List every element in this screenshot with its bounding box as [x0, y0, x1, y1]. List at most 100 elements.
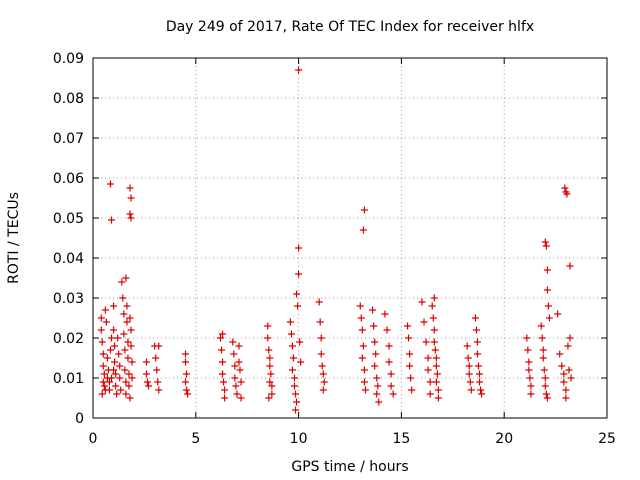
data-point-plus: [370, 322, 378, 330]
data-point-plus: [358, 354, 366, 362]
data-point-plus: [290, 382, 298, 390]
data-point-plus: [554, 310, 562, 318]
data-point-plus: [424, 354, 432, 362]
data-point-plus: [478, 390, 486, 398]
data-point-plus: [105, 378, 113, 386]
data-point-plus: [231, 374, 239, 382]
data-point-plus: [385, 342, 393, 350]
data-point-plus: [116, 374, 124, 382]
data-point-plus: [387, 382, 395, 390]
data-point-plus: [473, 338, 481, 346]
data-point-plus: [561, 184, 569, 192]
data-point-plus: [288, 366, 296, 374]
data-point-plus: [101, 306, 109, 314]
data-point-plus: [432, 354, 440, 362]
data-point-plus: [120, 330, 128, 338]
data-point-plus: [123, 318, 131, 326]
data-point-plus: [361, 386, 369, 394]
data-point-plus: [358, 326, 366, 334]
data-point-plus: [418, 298, 426, 306]
data-point-plus: [406, 350, 414, 358]
data-point-plus: [539, 354, 547, 362]
data-point-plus: [566, 334, 574, 342]
data-point-plus: [360, 206, 368, 214]
data-point-plus: [466, 378, 474, 386]
data-point-plus: [387, 370, 395, 378]
data-point-plus: [315, 298, 323, 306]
data-point-plus: [420, 318, 428, 326]
data-point-plus: [127, 214, 135, 222]
x-tick-label: 15: [392, 431, 410, 447]
data-point-plus: [565, 366, 573, 374]
y-tick-label: 0: [75, 411, 84, 427]
data-point-plus: [373, 374, 381, 382]
x-tick-label: 25: [598, 431, 616, 447]
data-point-plus: [293, 290, 301, 298]
data-point-plus: [316, 318, 324, 326]
data-point-plus: [375, 398, 383, 406]
data-point-plus: [231, 362, 239, 370]
data-point-plus: [218, 346, 225, 354]
data-point-plus: [268, 390, 276, 398]
data-point-plus: [297, 358, 305, 366]
data-point-plus: [567, 374, 575, 382]
data-point-plus: [184, 390, 192, 398]
x-tick-label: 5: [191, 431, 200, 447]
data-point-plus: [183, 370, 191, 378]
data-points: [97, 66, 575, 414]
data-point-plus: [113, 390, 121, 398]
data-point-plus: [541, 374, 549, 382]
data-point-plus: [266, 362, 274, 370]
data-point-plus: [525, 358, 533, 366]
data-point-plus: [295, 244, 303, 252]
data-point-plus: [145, 382, 153, 390]
data-point-plus: [111, 342, 119, 350]
data-point-plus: [108, 334, 116, 342]
data-point-plus: [373, 390, 381, 398]
data-point-plus: [432, 362, 440, 370]
data-point-plus: [431, 346, 439, 354]
data-point-plus: [471, 314, 479, 322]
data-point-plus: [296, 338, 304, 346]
data-point-plus: [385, 358, 393, 366]
data-point-plus: [476, 370, 484, 378]
data-point-plus: [265, 394, 273, 402]
data-point-plus: [295, 270, 303, 278]
data-point-plus: [108, 374, 116, 382]
data-point-plus: [118, 278, 126, 286]
plot-frame: [92, 57, 608, 419]
data-point-plus: [105, 386, 113, 394]
data-point-plus: [286, 318, 294, 326]
x-tick-label: 20: [495, 431, 513, 447]
data-point-plus: [126, 210, 134, 218]
y-tick-label: 0.08: [53, 91, 84, 107]
y-tick-label: 0.05: [53, 211, 84, 227]
y-axis-label: ROTI / TECUs: [6, 192, 22, 284]
data-point-plus: [542, 390, 550, 398]
data-point-plus: [221, 394, 229, 402]
data-point-plus: [556, 350, 564, 358]
data-point-plus: [541, 238, 549, 246]
data-point-plus: [430, 338, 438, 346]
data-point-plus: [127, 342, 135, 350]
data-point-plus: [233, 390, 241, 398]
data-point-plus: [429, 314, 437, 322]
data-point-plus: [100, 370, 108, 378]
data-point-plus: [267, 370, 275, 378]
data-point-plus: [523, 334, 531, 342]
axis-ticks: 0 0.01 0.02 0.03 0.04 0.05 0.06 0.07 0.08 0.09 0 5 1…: [53, 51, 616, 447]
data-point-plus: [434, 394, 442, 402]
data-point-plus: [97, 314, 105, 322]
data-point-plus: [320, 378, 328, 386]
data-point-plus: [407, 374, 415, 382]
x-tick-label: 0: [89, 431, 98, 447]
data-point-plus: [405, 334, 413, 342]
data-point-plus: [371, 338, 379, 346]
data-point-plus: [142, 358, 150, 366]
data-point-plus: [289, 354, 297, 362]
data-point-plus: [293, 398, 301, 406]
data-point-plus: [433, 370, 441, 378]
data-point-plus: [121, 366, 129, 374]
grid-lines: [93, 58, 607, 418]
data-point-plus: [539, 346, 547, 354]
